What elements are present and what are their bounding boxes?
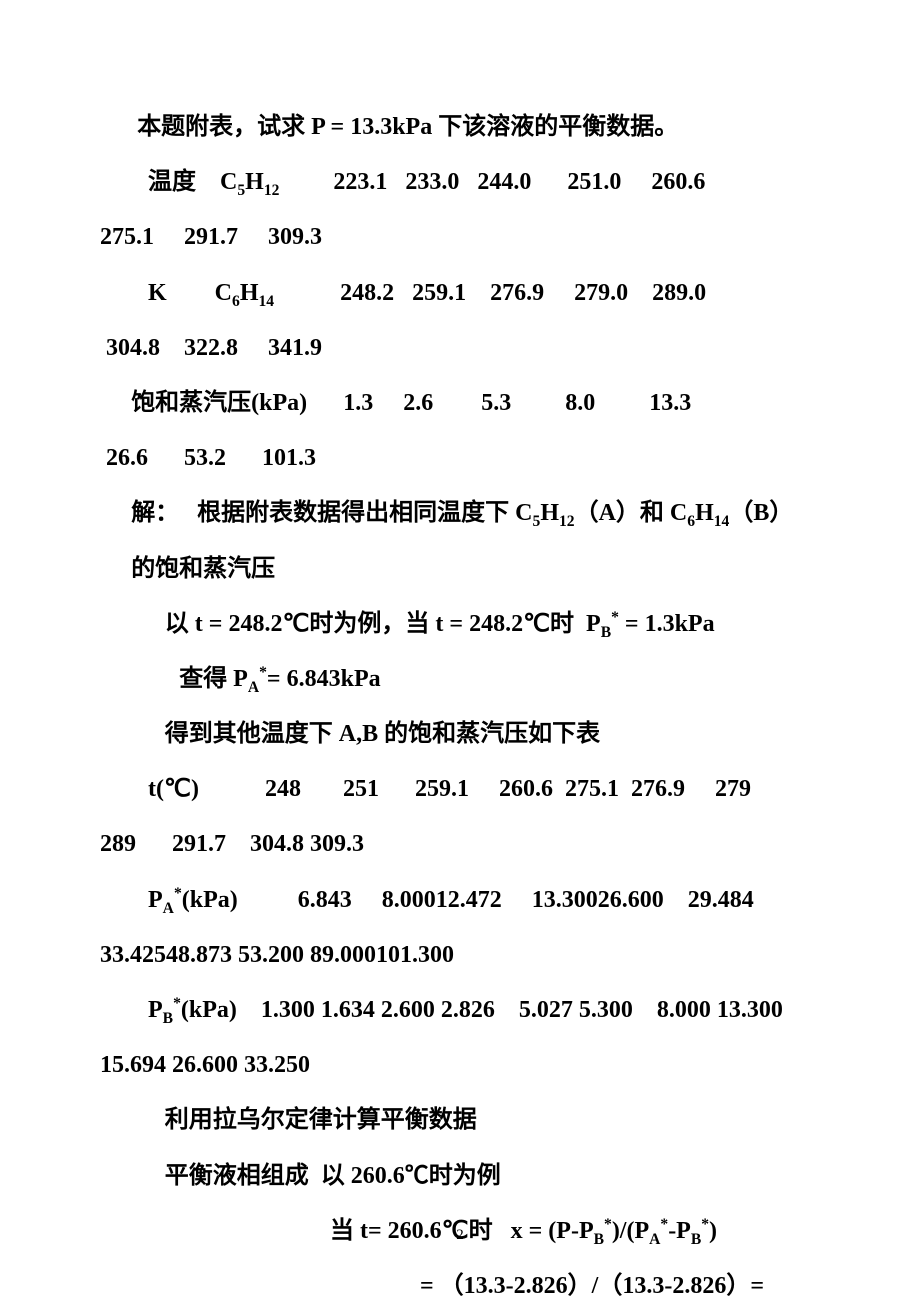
document-page: 本题附表，试求 P = 13.3kPa 下该溶液的平衡数据。 温度 C5H12 … — [0, 0, 920, 1302]
formula-c6h14: C6H14 — [215, 280, 274, 306]
values: 289 291.7 304.8 309.3 — [100, 831, 364, 857]
values: 304.8 322.8 341.9 — [100, 335, 322, 361]
equation-line2: = （13.3-2.826）/（13.3-2.826）= — [100, 1259, 830, 1314]
values: 6.843 8.00012.472 13.30026.600 29.484 — [298, 887, 754, 913]
label-satp: 饱和蒸汽压(kPa) — [131, 390, 307, 416]
table2-row3a: PB*(kPa) 1.300 1.634 2.600 2.826 5.027 5… — [100, 983, 830, 1038]
table2-row2b: 33.42548.873 53.200 89.000101.300 — [100, 928, 830, 983]
text: 本题附表，试求 P = 13.3kPa 下该溶液的平衡数据。 — [131, 114, 678, 140]
label-temp: 温度 — [148, 169, 196, 195]
table1-row3b: 26.6 53.2 101.3 — [100, 431, 830, 486]
calc-line1: 利用拉乌尔定律计算平衡数据 — [100, 1093, 830, 1148]
solution-line3: 以 t = 248.2℃时为例，当 t = 248.2℃时 PB* = 1.3k… — [100, 597, 830, 652]
table2-row3b: 15.694 26.600 33.250 — [100, 1038, 830, 1093]
solution-line4: 查得 PA*= 6.843kPa — [100, 652, 830, 707]
calc-line2: 平衡液相组成 以 260.6℃时为例 — [100, 1149, 830, 1204]
table1-row2a: K C6H14 248.2 259.1 276.9 279.0 289.0 — [100, 266, 830, 321]
values: 1.3 2.6 5.3 8.0 13.3 — [343, 390, 691, 416]
label-pb: PB*(kPa) — [148, 997, 237, 1023]
values: 275.1 291.7 309.3 — [100, 224, 322, 250]
table2-row2a: PA*(kPa) 6.843 8.00012.472 13.30026.600 … — [100, 873, 830, 928]
formula-c5h12: C5H12 — [220, 169, 279, 195]
table1-row3a: 饱和蒸汽压(kPa) 1.3 2.6 5.3 8.0 13.3 — [100, 376, 830, 431]
label-tc: t(℃) — [148, 776, 199, 802]
solution-line1: 解： 根据附表数据得出相同温度下 C5H12（A）和 C6H14（B） — [100, 486, 830, 541]
page-number: 2 — [0, 1218, 920, 1253]
label-k: K — [148, 280, 167, 306]
table2-row1b: 289 291.7 304.8 309.3 — [100, 817, 830, 872]
values: 26.6 53.2 101.3 — [100, 445, 316, 471]
label-pa: PA*(kPa) — [148, 887, 238, 913]
table1-row1b: 275.1 291.7 309.3 — [100, 210, 830, 265]
values: 15.694 26.600 33.250 — [100, 1052, 310, 1078]
values: 248 251 259.1 260.6 275.1 276.9 279 — [265, 776, 751, 802]
problem-statement: 本题附表，试求 P = 13.3kPa 下该溶液的平衡数据。 — [100, 100, 830, 155]
values: 223.1 233.0 244.0 251.0 260.6 — [333, 169, 705, 195]
values: 1.300 1.634 2.600 2.826 5.027 5.300 8.00… — [261, 997, 783, 1023]
table2-row1a: t(℃) 248 251 259.1 260.6 275.1 276.9 279 — [100, 762, 830, 817]
solution-line2: 的饱和蒸汽压 — [100, 542, 830, 597]
values: 248.2 259.1 276.9 279.0 289.0 — [340, 280, 706, 306]
solution-line5: 得到其他温度下 A,B 的饱和蒸汽压如下表 — [100, 707, 830, 762]
table1-row2b: 304.8 322.8 341.9 — [100, 321, 830, 376]
table1-row1a: 温度 C5H12 223.1 233.0 244.0 251.0 260.6 — [100, 155, 830, 210]
values: 33.42548.873 53.200 89.000101.300 — [100, 942, 454, 968]
